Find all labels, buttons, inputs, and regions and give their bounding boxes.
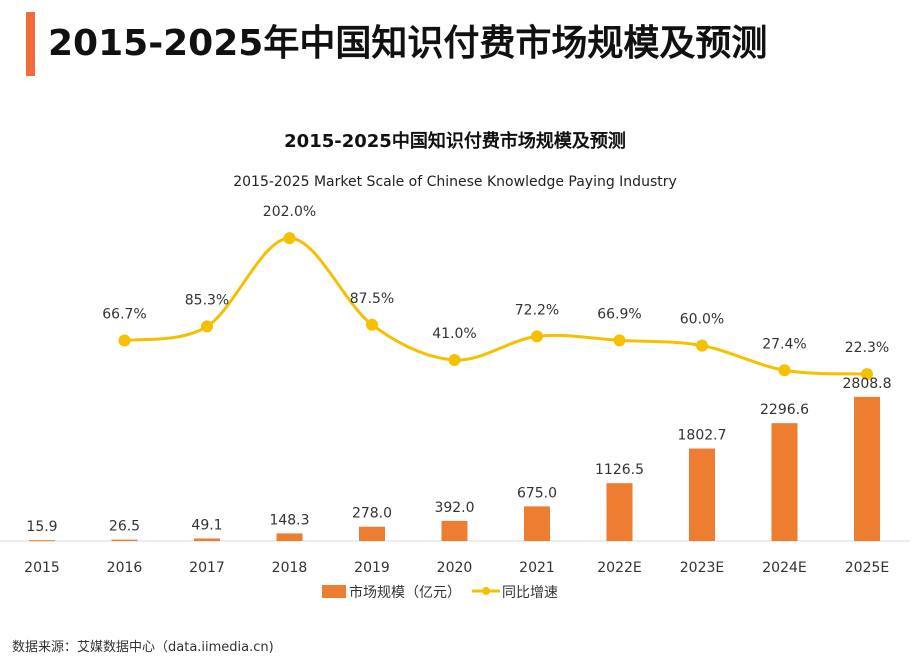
bar-value-label: 15.9 (26, 519, 57, 535)
title-accent-bar (26, 12, 35, 76)
bar-2018 (276, 533, 303, 541)
bar-value-label: 278.0 (352, 506, 392, 522)
bar-2025E (854, 396, 880, 541)
legend-bar-swatch (322, 585, 346, 598)
growth-value-label: 202.0% (263, 204, 316, 220)
bar-2015 (29, 540, 55, 542)
x-tick-label: 2025E (845, 560, 889, 576)
growth-point-2019 (366, 318, 378, 331)
x-tick-label: 2019 (354, 560, 390, 576)
growth-point-2018 (283, 232, 296, 245)
growth-point-2021 (531, 330, 543, 343)
growth-point-2020 (448, 353, 461, 366)
growth-value-label: 22.3% (845, 340, 889, 356)
growth-value-label: 41.0% (432, 326, 476, 342)
legend: 市场规模（亿元） 同比增速 (322, 584, 558, 601)
legend-line-label: 同比增速 (502, 585, 558, 601)
x-tick-label: 2021 (519, 560, 555, 576)
x-tick-label: 2015 (24, 560, 60, 576)
growth-point-2025E (861, 368, 873, 381)
bar-2019 (359, 526, 385, 541)
bar-2020 (441, 520, 468, 541)
growth-point-2022E (613, 334, 626, 347)
bar-2022E (606, 483, 633, 541)
bar-value-label: 1126.5 (595, 462, 644, 478)
x-tick-label: 2024E (762, 560, 806, 576)
growth-value-label: 85.3% (185, 292, 229, 308)
x-tick-label: 2023E (680, 560, 724, 576)
bar-2023E (689, 448, 715, 541)
bar-2016 (111, 539, 138, 541)
growth-point-2023E (696, 339, 708, 352)
bar-value-label: 26.5 (109, 519, 140, 535)
bar-value-label: 675.0 (517, 485, 557, 501)
growth-value-label: 66.7% (102, 307, 146, 323)
bar-value-label: 148.3 (269, 512, 309, 528)
x-tick-label: 2022E (597, 560, 641, 576)
bar-value-label: 1802.7 (678, 428, 727, 444)
legend-bar-label: 市场规模（亿元） (349, 584, 461, 601)
chart-title: 2015-2025中国知识付费市场规模及预测 (284, 130, 626, 152)
bar-2024E (771, 423, 798, 541)
bar-2017 (194, 538, 220, 541)
growth-line (124, 236, 868, 376)
x-tick-label: 2020 (437, 560, 473, 576)
legend-line-marker (482, 587, 490, 595)
bar-value-label: 2808.8 (843, 376, 892, 392)
growth-value-label: 72.2% (515, 302, 559, 318)
growth-value-label: 87.5% (350, 291, 394, 307)
bar-2021 (524, 506, 550, 541)
page-title: 2015-2025年中国知识付费市场规模及预测 (48, 23, 768, 64)
x-tick-label: 2017 (189, 560, 225, 576)
x-tick-label: 2016 (107, 560, 143, 576)
growth-point-2016 (118, 334, 131, 347)
growth-point-2017 (201, 320, 213, 333)
bar-value-label: 392.0 (434, 500, 474, 516)
source-note: 数据来源：艾媒数据中心（data.iimedia.cn) (12, 640, 274, 655)
x-tick-label: 2018 (272, 560, 308, 576)
growth-value-label: 66.9% (597, 306, 641, 322)
chart-subtitle: 2015-2025 Market Scale of Chinese Knowle… (233, 174, 677, 190)
growth-value-label: 27.4% (762, 336, 806, 352)
growth-point-2024E (778, 364, 791, 377)
bar-value-label: 2296.6 (760, 402, 809, 418)
growth-value-label: 60.0% (680, 312, 724, 328)
bar-value-label: 49.1 (191, 517, 222, 533)
